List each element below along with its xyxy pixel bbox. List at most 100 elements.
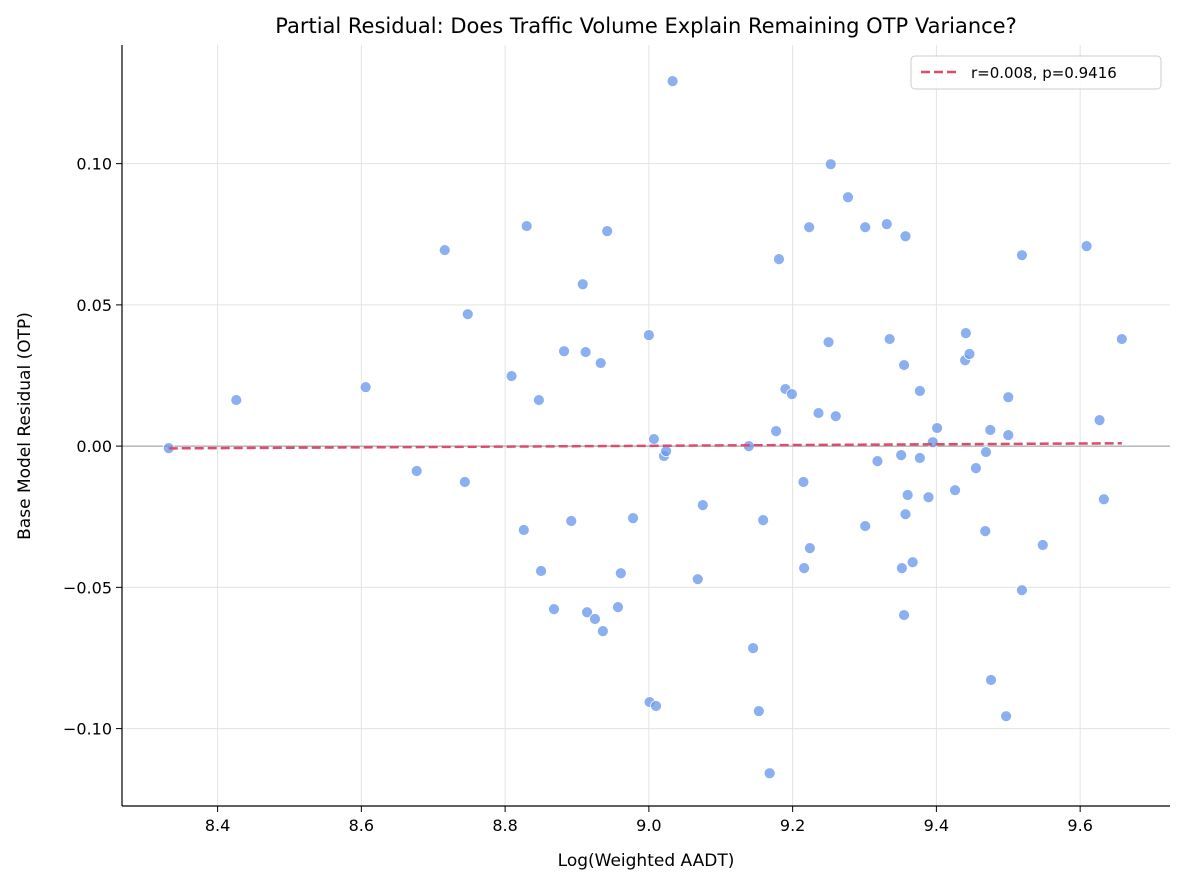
data-point bbox=[579, 346, 592, 358]
legend-box bbox=[910, 55, 1162, 90]
x-tick-label: 9.0 bbox=[636, 816, 661, 835]
legend: r=0.008, p=0.9416 bbox=[910, 55, 1162, 90]
data-point bbox=[797, 476, 810, 488]
data-point bbox=[230, 394, 243, 406]
data-point bbox=[410, 465, 423, 477]
data-point bbox=[979, 525, 992, 538]
axis-ticks: 8.4 8.6 8.8 9.0 9.2 9.4 9.6 0.10 0.05 0.00 −0.05 −0… bbox=[63, 155, 1093, 835]
y-tick-label: 0.00 bbox=[76, 437, 112, 456]
y-axis-label: Base Model Residual (OTP) bbox=[15, 312, 35, 540]
data-point bbox=[970, 462, 982, 475]
x-tick-label: 9.2 bbox=[780, 816, 805, 835]
data-point bbox=[899, 508, 912, 521]
data-point bbox=[898, 359, 910, 371]
data-point bbox=[871, 455, 884, 467]
data-point bbox=[798, 562, 811, 575]
y-tick-label: 0.05 bbox=[76, 296, 112, 315]
data-point bbox=[650, 700, 662, 712]
data-point bbox=[959, 327, 972, 340]
data-point bbox=[757, 514, 770, 527]
data-point bbox=[880, 218, 893, 230]
x-tick-label: 8.6 bbox=[349, 816, 374, 835]
data-point bbox=[747, 642, 760, 654]
x-tick-label: 8.4 bbox=[205, 816, 230, 835]
data-point bbox=[786, 388, 798, 401]
data-point bbox=[1000, 710, 1013, 723]
data-point bbox=[984, 424, 997, 436]
data-point bbox=[763, 767, 776, 780]
data-point bbox=[535, 565, 547, 577]
data-point bbox=[770, 425, 783, 438]
data-point bbox=[627, 512, 639, 525]
data-point bbox=[596, 625, 609, 638]
data-point bbox=[803, 221, 816, 234]
y-tick-label: −0.10 bbox=[63, 720, 112, 739]
data-point bbox=[565, 515, 578, 527]
data-point bbox=[594, 357, 607, 369]
data-point bbox=[842, 191, 854, 204]
data-point bbox=[895, 449, 908, 462]
data-point bbox=[660, 445, 673, 458]
data-point bbox=[906, 556, 919, 569]
data-point bbox=[931, 422, 944, 434]
data-point bbox=[648, 433, 660, 445]
data-point bbox=[1093, 414, 1106, 427]
data-point bbox=[985, 674, 997, 686]
data-point bbox=[812, 407, 825, 419]
data-point bbox=[824, 158, 837, 171]
data-point bbox=[461, 308, 474, 321]
data-point bbox=[548, 603, 560, 616]
data-point bbox=[601, 225, 614, 238]
data-point bbox=[642, 329, 655, 342]
data-point bbox=[612, 601, 624, 614]
chart-title: Partial Residual: Does Traffic Volume Ex… bbox=[275, 14, 1017, 38]
data-point bbox=[922, 491, 935, 504]
data-point bbox=[980, 446, 992, 458]
data-point bbox=[883, 333, 896, 345]
data-point bbox=[359, 381, 372, 393]
data-point bbox=[696, 499, 709, 512]
data-point bbox=[1036, 539, 1049, 551]
grid bbox=[122, 45, 1170, 806]
data-point bbox=[1016, 584, 1028, 597]
data-point bbox=[895, 562, 908, 575]
data-point bbox=[963, 348, 976, 360]
data-point bbox=[901, 489, 914, 501]
data-point bbox=[898, 609, 910, 621]
data-point bbox=[505, 370, 518, 382]
data-point bbox=[1097, 493, 1110, 506]
data-point bbox=[949, 484, 961, 497]
x-tick-label: 8.8 bbox=[492, 816, 517, 835]
axes bbox=[121, 45, 1170, 807]
data-point bbox=[822, 336, 835, 349]
data-point bbox=[581, 606, 593, 619]
y-tick-label: 0.10 bbox=[76, 155, 112, 174]
fit-line bbox=[168, 442, 1122, 450]
data-point bbox=[458, 476, 471, 488]
data-point bbox=[1002, 429, 1015, 442]
data-points bbox=[162, 75, 1128, 780]
data-point bbox=[589, 613, 601, 625]
data-point bbox=[1115, 333, 1128, 345]
data-point bbox=[1002, 391, 1015, 404]
data-point bbox=[859, 520, 872, 532]
data-point bbox=[558, 345, 570, 358]
data-point bbox=[517, 524, 530, 536]
x-tick-label: 9.6 bbox=[1067, 816, 1092, 835]
data-point bbox=[913, 385, 926, 397]
x-axis-label: Log(Weighted AADT) bbox=[558, 851, 735, 871]
data-point bbox=[438, 244, 451, 256]
data-point bbox=[926, 436, 939, 449]
data-point bbox=[899, 230, 912, 243]
data-point bbox=[859, 221, 872, 234]
data-point bbox=[803, 542, 816, 554]
data-point bbox=[752, 705, 765, 717]
data-point bbox=[520, 220, 533, 232]
data-point bbox=[913, 452, 926, 464]
data-point bbox=[532, 394, 545, 406]
data-point bbox=[666, 75, 679, 88]
y-tick-label: −0.05 bbox=[63, 578, 112, 597]
legend-label: r=0.008, p=0.9416 bbox=[971, 64, 1117, 82]
